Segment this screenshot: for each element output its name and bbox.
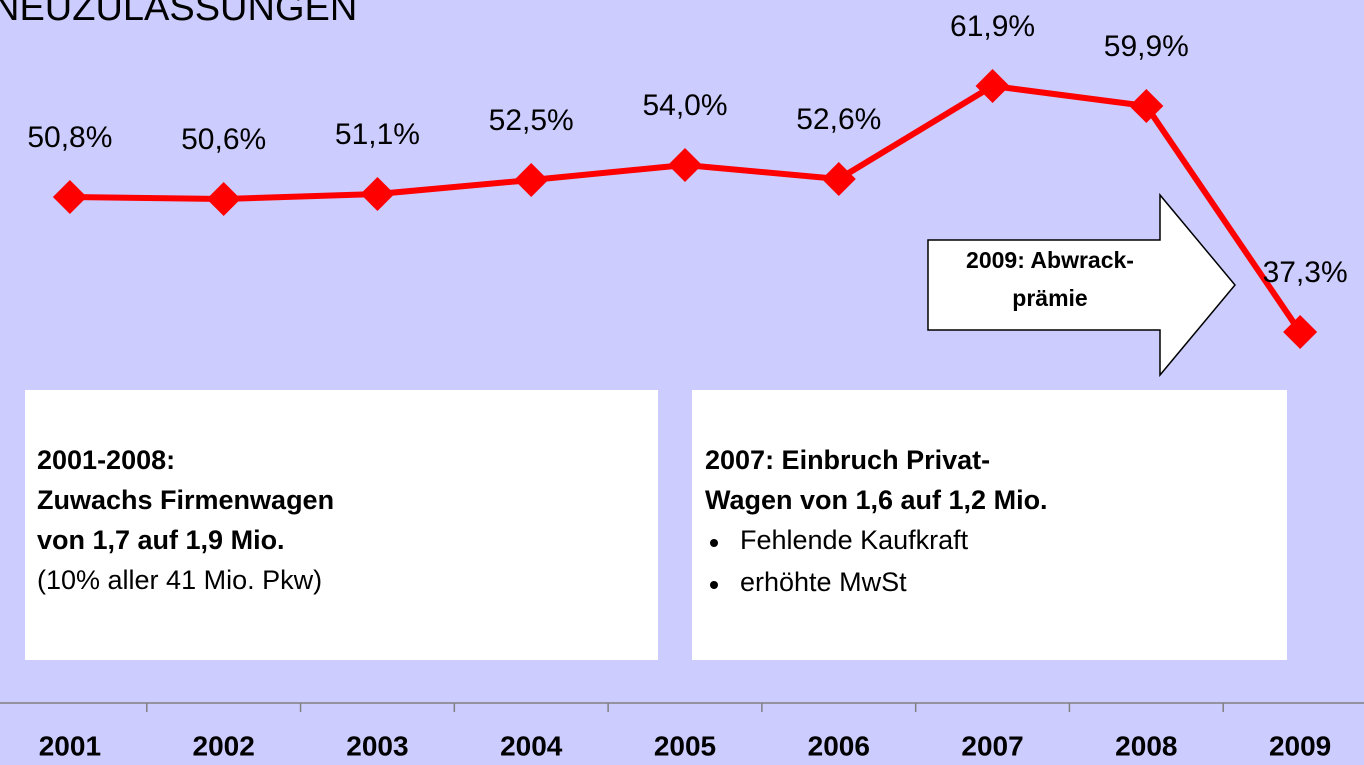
note-heading: Wagen von 1,6 auf 1,2 Mio. [705,485,1048,515]
bullet [710,581,718,589]
x-tick-label: 2001 [39,730,101,761]
arrow [927,192,1236,378]
data-label: 50,6% [181,123,266,156]
note-bullet: erhöhte MwSt [740,567,907,597]
x-tick-label: 2003 [346,730,408,761]
point [52,180,87,214]
point [206,182,241,216]
note-text: (10% aller 41 Mio. Pkw) [37,565,322,595]
point [975,69,1010,103]
data-label: 52,5% [489,104,574,137]
data-label: 37,3% [1263,256,1348,289]
point [514,163,549,197]
note-box [692,390,1287,660]
point [360,177,395,211]
data-label: 51,1% [335,118,420,151]
x-tick-label: 2006 [808,730,870,761]
x-tick-label: 2009 [1269,730,1331,761]
data-label: 61,9% [950,10,1035,43]
note-heading: von 1,7 auf 1,9 Mio. [37,525,285,555]
note-heading: Zuwachs Firmenwagen [37,485,334,515]
x-tick-label: 2004 [500,730,563,761]
point [821,162,856,196]
note-bullet: Fehlende Kaufkraft [740,525,969,555]
note-heading: 2001-2008: [37,445,175,475]
x-tick-label: 2002 [193,730,255,761]
note-box [25,390,658,660]
arrow-label: 2009: Abwrack- [966,247,1134,273]
data-label: 50,8% [27,121,112,154]
bullet [710,539,718,547]
data-label: 59,9% [1104,30,1189,63]
chart-title: NEUZULASSUNGEN [0,0,357,29]
x-tick-label: 2008 [1115,730,1177,761]
data-label: 54,0% [642,89,727,122]
point [1129,89,1164,123]
data-label: 52,6% [796,103,881,136]
arrow-label: prämie [1012,285,1087,311]
x-tick-label: 2007 [961,730,1023,761]
point [668,148,702,182]
point [1283,315,1318,349]
note-heading: 2007: Einbruch Privat- [705,445,990,475]
x-tick-label: 2005 [654,730,716,761]
